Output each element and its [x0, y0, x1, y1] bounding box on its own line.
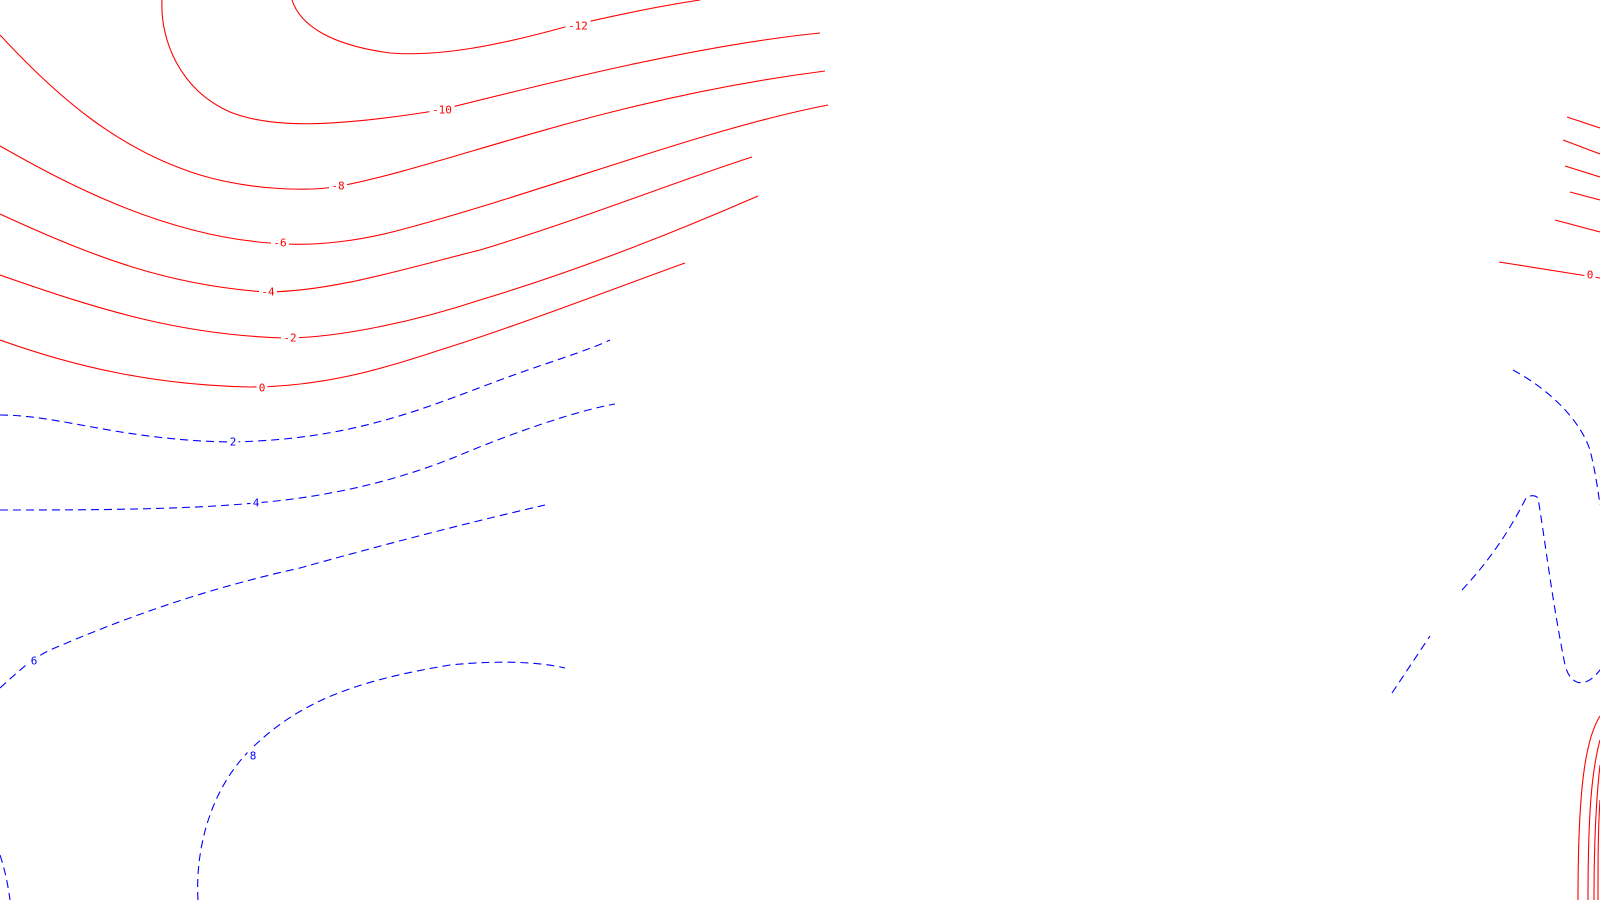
contour-label: 0	[259, 382, 266, 395]
contour-label: -6	[273, 237, 286, 250]
contour-line-right-dashed-mid	[1461, 495, 1600, 684]
contour-label-background	[250, 496, 262, 510]
contour-line-4	[0, 403, 616, 511]
contour-label-background	[271, 236, 289, 250]
contour-line-minus-4	[0, 195, 759, 339]
contour-label-background	[329, 179, 347, 193]
contour-line-minus-10	[161, 0, 821, 125]
contour-line-right-b	[1562, 139, 1600, 155]
contour-label-background	[247, 749, 259, 763]
contour-label: -8	[331, 180, 344, 193]
contour-label: -4	[261, 286, 275, 299]
contour-line-right-zero	[1498, 261, 1600, 279]
contour-label: -12	[568, 20, 588, 33]
contour-label: 6	[31, 655, 38, 668]
contour-label-background	[28, 654, 40, 668]
contour-label-background	[259, 285, 277, 299]
contour-line-8	[197, 661, 566, 900]
contour-label-background	[429, 103, 455, 117]
contour-label: 0	[1587, 269, 1594, 282]
contour-line-minus-8a	[0, 34, 826, 190]
contour-line-minus-6	[0, 156, 753, 293]
contour-line-right-dashed-top	[1512, 369, 1600, 506]
contour-line-6	[0, 504, 546, 689]
contour-line-right-bottom-3	[1593, 764, 1600, 900]
contour-label: -10	[432, 104, 452, 117]
contour-line-2	[0, 339, 611, 443]
contour-line-right-bottom-2	[1587, 739, 1600, 900]
contour-line-right-d	[1569, 191, 1600, 201]
contour-label-background	[565, 19, 591, 33]
contour-label: -2	[283, 332, 296, 345]
contour-line-minus-2	[0, 262, 686, 388]
contour-line-right-a	[1566, 116, 1600, 129]
contour-label-background	[256, 381, 268, 395]
contour-line-minus-12	[291, 0, 701, 55]
contour-label-background	[281, 331, 299, 345]
contour-line-left-edge	[0, 854, 11, 900]
contour-label: 4	[253, 497, 260, 510]
contour-line-minus-8b	[0, 104, 829, 245]
contour-line-right-bottom-4	[1597, 799, 1600, 900]
contour-label-background	[1584, 268, 1596, 282]
contour-label: 8	[250, 750, 257, 763]
contour-line-right-bottom-1	[1577, 715, 1600, 900]
contour-line-right-dashed-low	[1391, 635, 1431, 694]
contour-line-right-e	[1554, 219, 1600, 233]
contour-label-background	[227, 435, 239, 449]
contour-label: 2	[230, 436, 237, 449]
contour-line-right-c	[1564, 165, 1600, 178]
